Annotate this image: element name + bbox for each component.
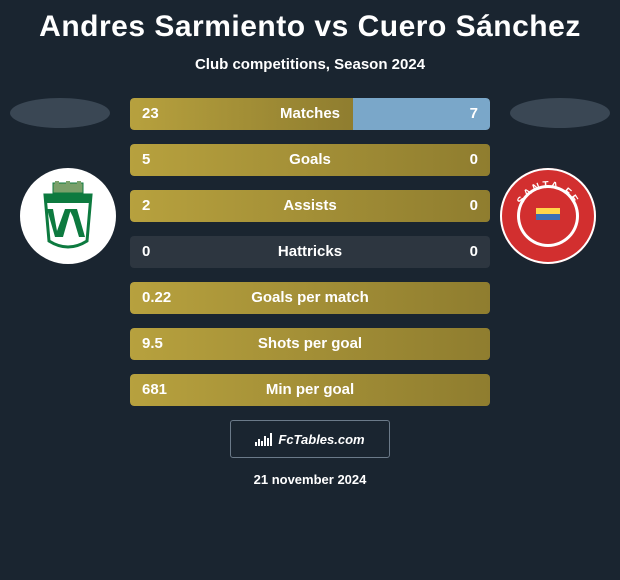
stat-label: Goals — [130, 144, 490, 176]
comparison-content: SANTA FE 23Matches75Goals02Assists00Hatt… — [0, 98, 620, 406]
team-left-crest — [20, 168, 116, 264]
stat-label: Shots per goal — [130, 328, 490, 360]
stat-label: Assists — [130, 190, 490, 222]
brand-bars-icon — [255, 433, 272, 446]
stat-row: 5Goals0 — [130, 144, 490, 176]
stat-row: 681Min per goal — [130, 374, 490, 406]
stat-row: 0.22Goals per match — [130, 282, 490, 314]
footer-brand-badge: FcTables.com — [230, 420, 390, 458]
comparison-title: Andres Sarmiento vs Cuero Sánchez — [0, 0, 620, 44]
team-right-crest: SANTA FE — [500, 168, 596, 264]
stat-label: Matches — [130, 98, 490, 130]
stat-value-right: 0 — [470, 190, 478, 222]
stat-value-right: 0 — [470, 144, 478, 176]
stat-row: 9.5Shots per goal — [130, 328, 490, 360]
stat-label: Hattricks — [130, 236, 490, 268]
footer-date: 21 november 2024 — [0, 472, 620, 487]
crest-right-icon: SANTA FE — [500, 168, 596, 264]
footer-brand-text: FcTables.com — [278, 432, 364, 447]
team-left-ellipse — [10, 98, 110, 128]
stat-label: Min per goal — [130, 374, 490, 406]
stat-row: 2Assists0 — [130, 190, 490, 222]
stat-row: 23Matches7 — [130, 98, 490, 130]
stat-label: Goals per match — [130, 282, 490, 314]
stat-row: 0Hattricks0 — [130, 236, 490, 268]
stats-list: 23Matches75Goals02Assists00Hattricks00.2… — [130, 98, 490, 406]
comparison-subtitle: Club competitions, Season 2024 — [0, 56, 620, 73]
team-right-badge: SANTA FE — [500, 168, 600, 268]
stat-value-right: 0 — [470, 236, 478, 268]
team-left-badge — [20, 168, 120, 268]
crest-left-icon — [33, 181, 103, 251]
team-right-ellipse — [510, 98, 610, 128]
stat-value-right: 7 — [470, 98, 478, 130]
